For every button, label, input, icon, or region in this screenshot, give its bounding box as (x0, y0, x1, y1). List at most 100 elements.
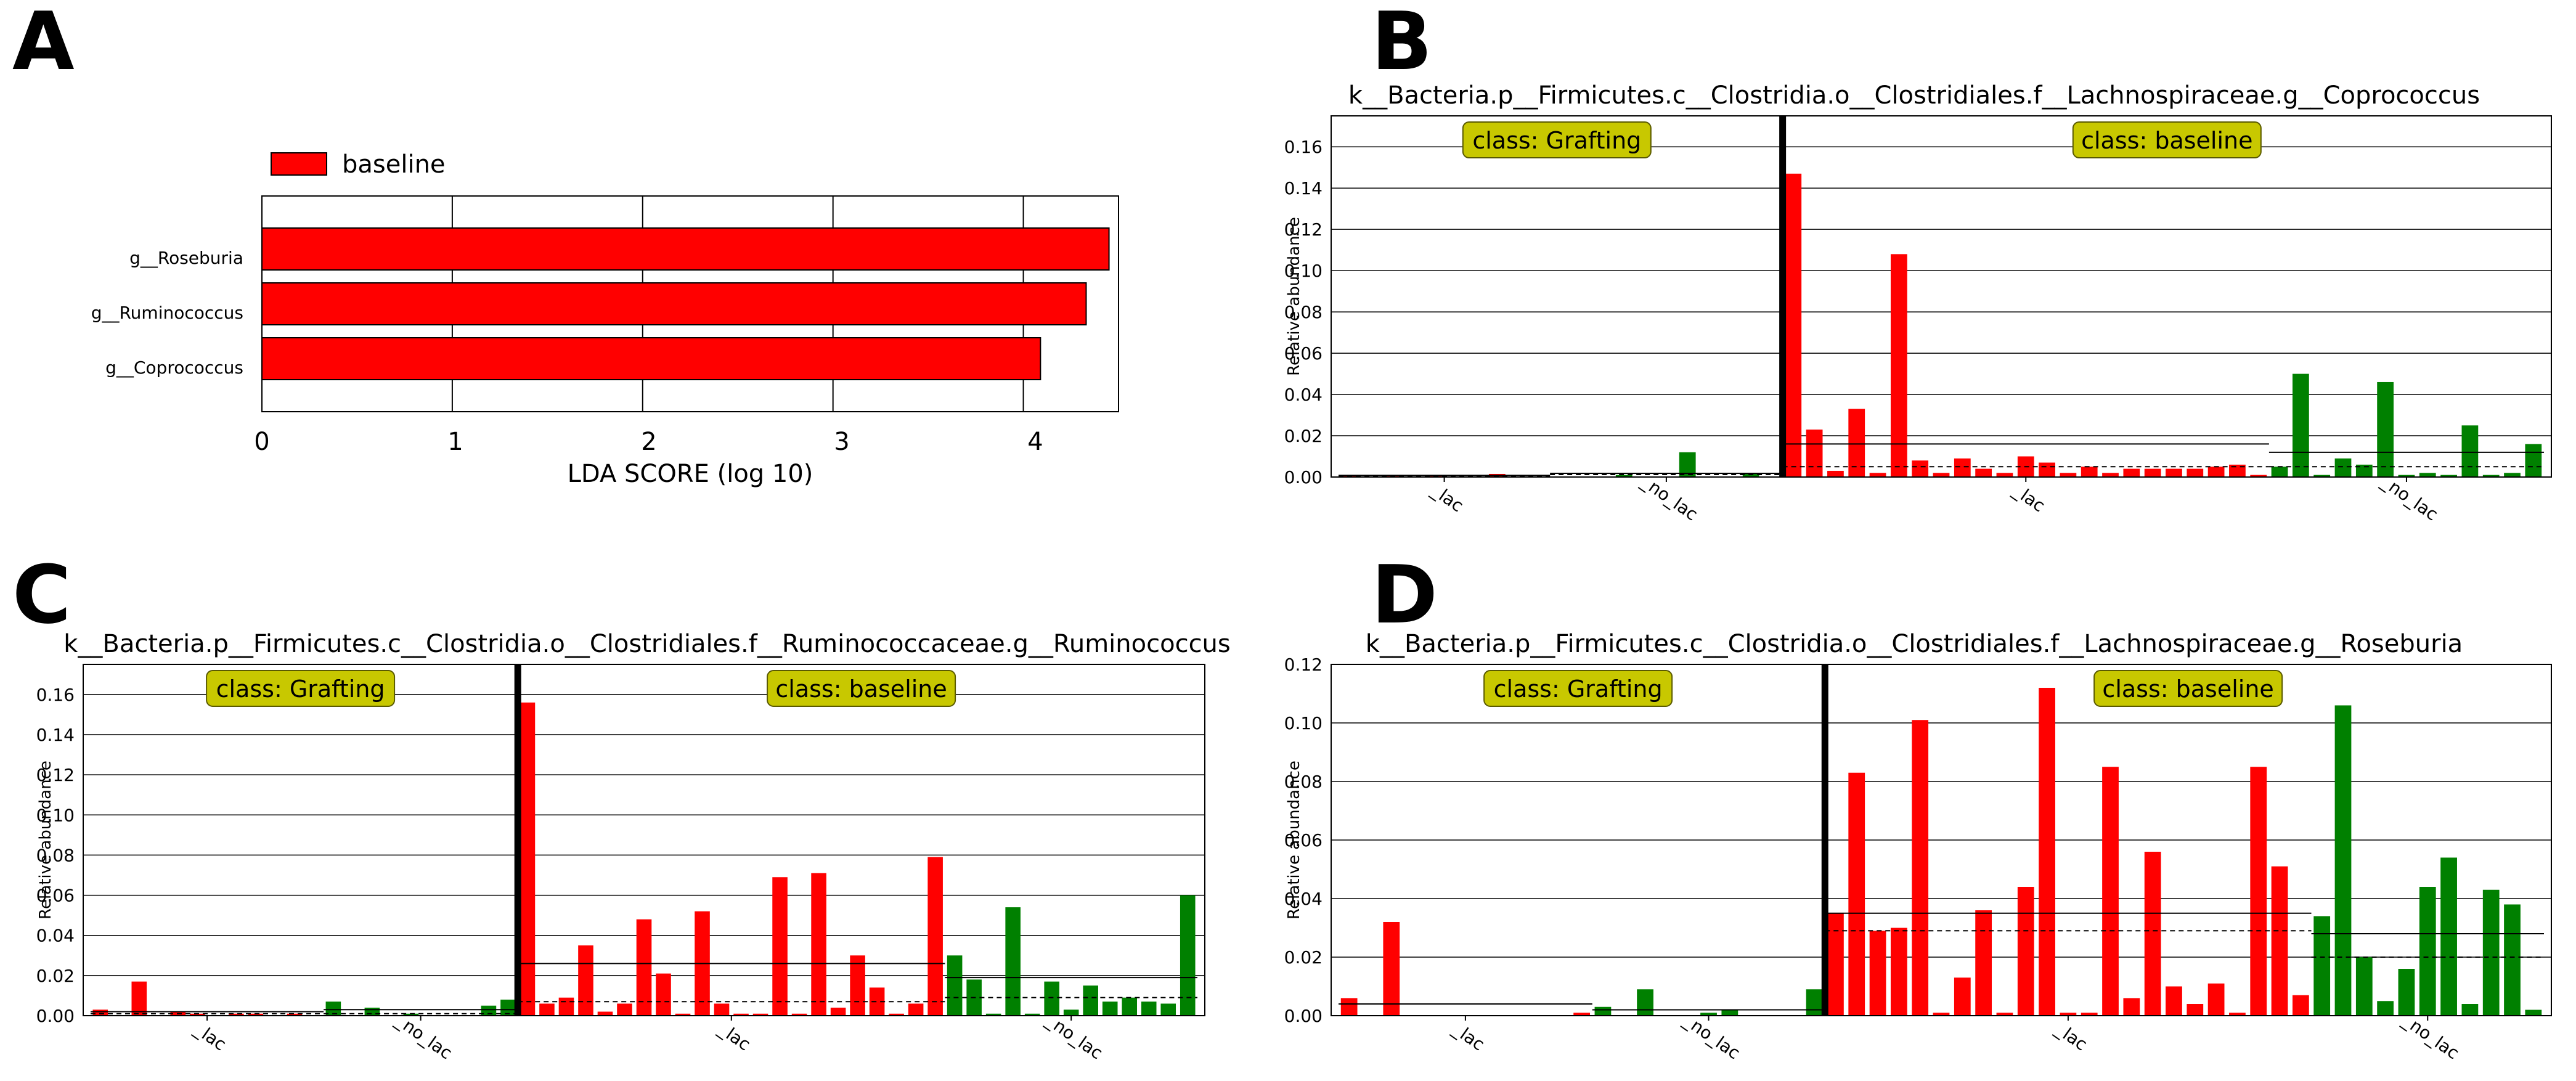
abundance-bar (2017, 887, 2034, 1016)
y-axis-label: Relative abundance (36, 761, 55, 920)
lda-x-tick-labels: 0 1 2 3 4 (254, 428, 1043, 456)
abundance-bar (1912, 720, 1929, 1016)
lda-category-labels: g__Roseburia g__Ruminococcus g__Coprococ… (91, 248, 243, 378)
abundance-bar (1827, 470, 1844, 477)
abundance-bar (2166, 986, 2182, 1016)
axes-frame (1331, 664, 2552, 1016)
panel-label-c: C (12, 548, 71, 642)
abundance-bar (287, 1013, 303, 1016)
y-tick-label: 0.06 (36, 886, 75, 906)
abundance-bar (1848, 772, 1865, 1016)
abundance-bar (229, 1013, 244, 1016)
abundance-bar (2377, 381, 2394, 477)
abundance-bar (617, 1003, 632, 1016)
y-tick-labels: 0.00 0.02 0.04 0.06 0.08 0.10 0.12 0.14 0.16 (1284, 137, 1323, 487)
abundance-bar (1848, 409, 1865, 477)
abundance-bar (131, 981, 147, 1016)
y-tick-labels: 0.00 0.02 0.04 0.06 0.08 0.10 0.12 0.14 0.16 (36, 685, 75, 1026)
subclass-tick-label: _no_lac (392, 1010, 456, 1064)
abundance-chart-coprococcus: k__Bacteria.p__Firmicutes.c__Clostridia.… (1284, 81, 2552, 524)
abundance-bar (1063, 1010, 1079, 1016)
panel-label-a: A (12, 0, 75, 88)
abundance-bar (2313, 475, 2331, 477)
x-tick-3: 3 (834, 428, 849, 456)
y-tick-label: 0.02 (1284, 426, 1323, 446)
abundance-bar (1005, 907, 1021, 1016)
abundance-bar (656, 973, 671, 1016)
abundance-bar (2144, 852, 2161, 1016)
abundance-bar (2334, 705, 2352, 1016)
y-tick-label: 0.16 (1284, 137, 1323, 157)
abundance-bar (2461, 1004, 2479, 1016)
group-mean-median-lines (1339, 443, 2544, 477)
y-tick-label: 0.06 (1284, 830, 1323, 851)
abundance-bar (2398, 969, 2415, 1016)
abundance-bar (539, 1003, 555, 1016)
abundance-bar (500, 999, 516, 1016)
chart-title: k__Bacteria.p__Firmicutes.c__Clostridia.… (63, 630, 1231, 658)
lda-bar (261, 227, 1110, 271)
abundance-bar (908, 1003, 924, 1016)
abundance-bar (1933, 473, 1950, 477)
y-tick-label: 0.16 (36, 685, 75, 705)
abundance-bar (1102, 1001, 1118, 1016)
abundance-bar (2081, 1013, 2098, 1016)
abundance-bar (850, 955, 865, 1016)
abundance-bar (1594, 1006, 1612, 1016)
lda-bar-chart: g__Roseburia g__Ruminococcus g__Coprococ… (91, 150, 1119, 488)
abundance-bar (830, 1007, 846, 1016)
y-tick-label: 0.08 (1284, 302, 1323, 322)
subclass-tick-label: _no_lac (2399, 1010, 2463, 1064)
abundance-bar (2207, 467, 2225, 477)
y-tick-label: 0.04 (36, 926, 75, 946)
y-tick-label: 0.04 (1284, 889, 1323, 909)
abundance-bar (947, 955, 963, 1016)
y-tick-label: 0.12 (1284, 219, 1323, 240)
legend-swatch-baseline (271, 152, 327, 176)
y-tick-label: 0.10 (36, 805, 75, 825)
y-tick-label: 0.14 (36, 725, 75, 745)
axes-frame (1331, 115, 2552, 478)
abundance-bar (2440, 475, 2457, 477)
abundance-bar (2060, 473, 2077, 477)
abundance-bar (1996, 473, 2013, 477)
abundance-chart-ruminococcus: k__Bacteria.p__Firmicutes.c__Clostridia.… (36, 630, 1231, 1063)
abundance-bar (1083, 985, 1098, 1016)
abundance-bar (2461, 425, 2479, 477)
y-tick-label: 0.04 (1284, 385, 1323, 405)
abundance-bar (2525, 444, 2542, 477)
abundance-bar (1869, 931, 1886, 1016)
class-text-baseline: class: baseline (2081, 127, 2252, 154)
lda-x-axis-label: LDA SCORE (log 10) (568, 460, 813, 488)
abundance-bar (2334, 458, 2352, 477)
abundance-bar (1615, 475, 1632, 477)
abundance-bar (520, 702, 536, 1016)
abundance-bar (2313, 916, 2331, 1016)
abundance-bar (2187, 1004, 2204, 1016)
abundance-bar (1044, 981, 1059, 1016)
abundance-bar (2166, 468, 2182, 477)
subclass-tick-labels: _lac _no_lac _lac _no_lac (1449, 1010, 2463, 1064)
class-text-baseline: class: baseline (775, 675, 947, 703)
abundance-bar (1180, 895, 1196, 1016)
abundance-bar (1954, 977, 1971, 1016)
abundance-bar (1700, 1013, 1717, 1016)
class-box-baseline (2072, 121, 2262, 158)
abundance-bar (1160, 1003, 1176, 1016)
abundance-bar (2187, 468, 2204, 477)
legend-label-baseline: baseline (342, 150, 446, 179)
class-label-baseline: class: baseline (767, 670, 956, 707)
abundance-bar (2355, 464, 2373, 477)
abundance-bar (2144, 468, 2161, 477)
subclass-tick-label: _lac (715, 1019, 754, 1055)
subclass-tick-label: _no_lac (1042, 1010, 1106, 1064)
abundance-bar (2482, 475, 2500, 477)
class-label-grafting: class: Grafting (1483, 670, 1673, 707)
abundance-bar (927, 857, 943, 1016)
subclass-tick-label: _lac (190, 1019, 230, 1055)
abundance-bar (791, 1013, 807, 1016)
x-tick-4: 4 (1027, 428, 1043, 456)
abundance-bar (714, 1003, 730, 1016)
abundance-bar (2419, 473, 2436, 477)
y-tick-label: 0.08 (1284, 772, 1323, 792)
